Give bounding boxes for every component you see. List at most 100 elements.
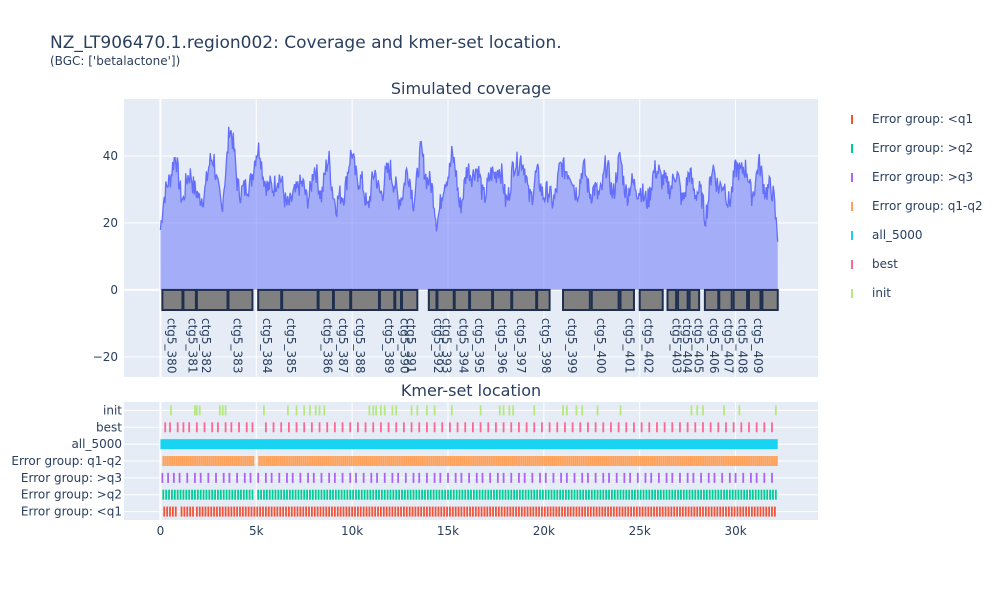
legend-item[interactable]: all_5000 xyxy=(846,220,996,249)
kmer-mark xyxy=(288,456,291,466)
kmer-mark xyxy=(717,489,720,500)
kmer-mark xyxy=(552,472,555,483)
kmer-mark xyxy=(523,506,526,517)
kmer-mark xyxy=(494,456,496,466)
kmer-mark xyxy=(518,456,521,466)
contig-block xyxy=(511,288,538,312)
kmer-mark xyxy=(433,472,436,483)
kmer-mark xyxy=(375,405,378,416)
kmer-mark xyxy=(615,472,618,483)
contig-block xyxy=(492,288,513,312)
kmer-mark xyxy=(657,456,659,466)
coverage-area xyxy=(159,126,779,290)
kmer-mark xyxy=(200,456,203,466)
kmer-mark xyxy=(188,489,191,500)
kmer-mark xyxy=(331,506,333,517)
kmer-mark xyxy=(539,472,541,483)
kmer-mark xyxy=(701,456,703,466)
kmer-mark xyxy=(326,422,329,433)
kmer-mark xyxy=(199,489,202,500)
kmer-mark xyxy=(703,489,705,500)
kmer-mark xyxy=(368,506,371,517)
legend-swatch-mark xyxy=(851,143,853,153)
kmer-mark xyxy=(317,489,320,500)
kmer-mark xyxy=(233,456,236,466)
kmer-mark xyxy=(467,489,470,500)
kmer-mark xyxy=(304,456,307,466)
kmer-mark xyxy=(694,489,697,500)
kmer-mark xyxy=(438,456,441,466)
kmer-mark xyxy=(373,456,376,466)
kmer-mark xyxy=(523,472,526,483)
kmer-mark xyxy=(435,489,438,500)
kmer-category-labels: Error group: <q1 Error group: >q2 Error gr… xyxy=(11,403,122,518)
legend-item[interactable]: Error group: >q3 xyxy=(846,162,996,191)
kmer-mark xyxy=(750,472,752,483)
kmer-mark xyxy=(774,489,777,500)
kmer-mark xyxy=(309,489,311,500)
kmer-mark xyxy=(319,456,322,466)
legend-item[interactable]: init xyxy=(846,278,996,307)
kmer-mark xyxy=(219,489,222,500)
legend-item[interactable]: Error group: <q1 xyxy=(846,104,996,133)
kmer-mark xyxy=(290,456,293,466)
kmer-mark xyxy=(313,456,316,466)
kmer-mark xyxy=(616,489,619,500)
kmer-mark xyxy=(601,506,604,517)
legend-item[interactable]: best xyxy=(846,249,996,278)
kmer-mark xyxy=(553,489,556,500)
kmer-mark xyxy=(469,506,471,517)
kmer-mark xyxy=(618,506,621,517)
kmer-mark xyxy=(177,456,180,466)
kmer-mark xyxy=(417,456,420,466)
kmer-mark xyxy=(325,506,328,517)
kmer-mark xyxy=(441,422,444,433)
legend-swatch xyxy=(846,141,858,155)
kmer-mark xyxy=(673,506,676,517)
kmer-mark xyxy=(377,506,379,517)
kmer-mark xyxy=(342,506,345,517)
legend-item[interactable]: Error group: q1-q2 xyxy=(846,191,996,220)
kmer-mark xyxy=(470,489,472,500)
kmer-mark xyxy=(314,489,317,500)
kmer-mark xyxy=(456,422,459,433)
kmer-mark xyxy=(772,456,774,466)
kmer-mark xyxy=(609,456,611,466)
kmer-mark xyxy=(170,456,172,466)
kmer-mark xyxy=(460,506,463,517)
kmer-mark xyxy=(288,489,291,500)
kmer-mark xyxy=(480,506,483,517)
kmer-mark xyxy=(498,489,501,500)
kmer-mark xyxy=(169,422,171,433)
legend-label: best xyxy=(872,256,898,271)
kmer-mark xyxy=(396,456,399,466)
kmer-mark xyxy=(295,405,298,416)
kmer-mark xyxy=(291,472,294,483)
kmer-mark xyxy=(372,422,375,433)
kmer-mark xyxy=(418,422,421,433)
kmer-mark xyxy=(671,472,674,483)
kmer-mark xyxy=(176,489,179,500)
kmer-mark xyxy=(578,456,581,466)
kmer-mark xyxy=(553,456,556,466)
kmer-mark xyxy=(530,489,533,500)
kmer-mark xyxy=(564,506,566,517)
kmer-mark xyxy=(690,506,693,517)
kmer-mark xyxy=(385,506,388,517)
kmer-mark xyxy=(250,456,253,466)
kmer-mark xyxy=(562,489,564,500)
kmer-mark xyxy=(186,506,189,517)
kmer-mark xyxy=(569,506,572,517)
kmer-mark xyxy=(404,472,407,483)
legend-item[interactable]: Error group: >q2 xyxy=(846,133,996,162)
legend-label: Error group: >q3 xyxy=(872,169,974,184)
kmer-mark xyxy=(556,422,559,433)
kmer-mark xyxy=(713,472,716,483)
kmer-mark xyxy=(365,456,368,466)
kmer-mark xyxy=(207,506,210,517)
kmer-mark xyxy=(543,456,546,466)
kmer-mark xyxy=(504,489,507,500)
kmer-mark xyxy=(678,456,680,466)
kmer-mark xyxy=(648,489,651,500)
kmer-mark xyxy=(340,489,343,500)
